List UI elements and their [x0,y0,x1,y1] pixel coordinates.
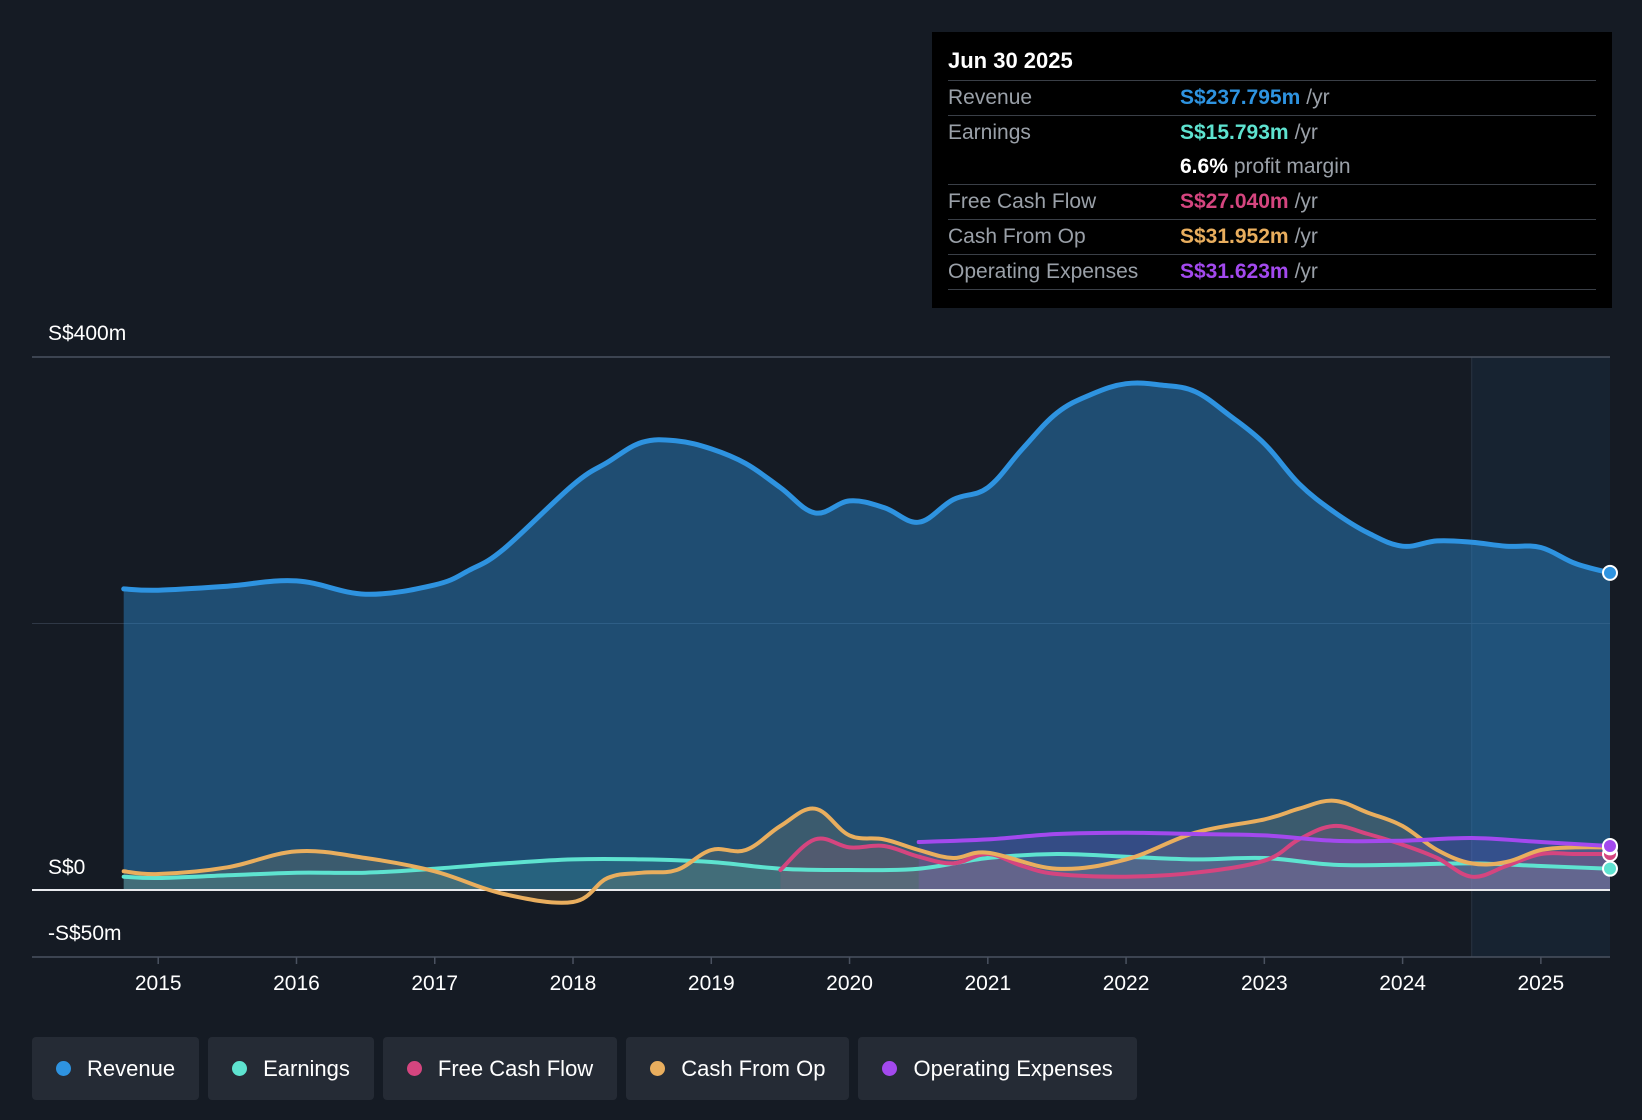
y-label-zero: S$0 [48,856,85,879]
profit-margin-value: 6.6% [1180,155,1228,178]
tooltip-unit: /yr [1294,121,1318,144]
end-markers [1602,564,1618,877]
legend-item-free-cash-flow[interactable]: Free Cash Flow [382,1037,618,1100]
cash-from-op-dot-icon [650,1061,666,1076]
tooltip-label: Revenue [948,86,1033,109]
y-label-top: S$400m [48,322,126,345]
revenue-dot-icon [56,1061,71,1076]
x-tick-label: 2022 [1103,972,1150,995]
tooltip-value: S$27.040m [1180,190,1289,213]
tooltip-unit: /yr [1306,86,1330,109]
x-tick-label: 2019 [688,972,735,995]
x-tick-label: 2015 [135,972,182,995]
legend-item-cash-from-op[interactable]: Cash From Op [626,1037,850,1100]
series-areas [123,382,1611,903]
operating-expenses-line [916,830,1612,848]
legend-label: Free Cash Flow [437,1055,594,1081]
tooltip-date: Jun 30 2025 [948,46,1596,81]
tooltip-unit: /yr [1294,260,1318,283]
x-tick-label: 2016 [273,972,320,995]
legend-label: Operating Expenses [913,1055,1113,1081]
x-tick-label: 2025 [1518,972,1565,995]
cash-from-op-line [121,798,1612,905]
tooltip-row-earnings: Earnings S$15.793m /yr [948,116,1596,150]
tooltip-row-operating-expenses: Operating Expenses S$31.623m /yr [948,255,1596,290]
x-tick-label: 2023 [1241,972,1288,995]
y-label-bottom: -S$50m [48,922,122,945]
legend-item-operating-expenses[interactable]: Operating Expenses [858,1037,1137,1100]
tooltip-label: Earnings [948,121,1031,144]
legend: Revenue Earnings Free Cash Flow Cash Fro… [32,1037,1137,1100]
series-lines [121,380,1613,905]
legend-label: Cash From Op [681,1055,826,1081]
earnings-end-marker [1602,860,1618,877]
profit-margin-label: profit margin [1233,155,1351,178]
x-tick-label: 2017 [411,972,458,995]
legend-label: Revenue [87,1055,176,1081]
tooltip-row-revenue: Revenue S$237.795m /yr [948,81,1596,116]
free-cash-flow-dot-icon [406,1061,422,1076]
operating-expenses-end-marker [1602,838,1618,855]
revenue-end-marker [1602,564,1618,581]
tooltip-value: S$15.793m [1180,121,1289,144]
tooltip-row-margin: 6.6% profit margin [948,150,1596,185]
x-tick-label: 2018 [550,972,597,995]
tooltip-value: S$31.623m [1180,260,1289,283]
tooltip: Jun 30 2025 Revenue S$237.795m /yr Earni… [932,32,1612,308]
tooltip-label: Free Cash Flow [948,190,1097,213]
forecast-region [1471,357,1610,957]
free-cash-flow-line [778,823,1612,879]
free-cash-flow-area [780,825,1610,890]
tooltip-unit: /yr [1294,225,1318,248]
legend-label: Earnings [263,1055,350,1081]
x-tick-label: 2020 [826,972,873,995]
tooltip-value: S$31.952m [1180,225,1289,248]
tooltip-row-free-cash-flow: Free Cash Flow S$27.040m /yr [948,185,1596,220]
earnings-dot-icon [232,1061,248,1076]
operating-expenses-dot-icon [882,1061,898,1076]
x-tick-label: 2021 [964,972,1011,995]
tooltip-value: S$237.795m [1180,86,1301,109]
tooltip-unit: /yr [1294,190,1318,213]
tooltip-label: Operating Expenses [948,260,1139,283]
earnings-line [121,851,1612,881]
revenue-line [121,380,1613,597]
tooltip-label: Cash From Op [948,225,1086,248]
legend-item-revenue[interactable]: Revenue [32,1037,200,1100]
cash-from-op-area [123,800,1611,903]
x-tick-label: 2024 [1379,972,1426,995]
revenue-area [123,382,1611,890]
legend-item-earnings[interactable]: Earnings [208,1037,374,1100]
tooltip-row-cash-from-op: Cash From Op S$31.952m /yr [948,220,1596,255]
x-axis-ticks: 2015 2016 2017 2018 2019 2020 2021 2022 2023 2024… [135,957,1564,995]
